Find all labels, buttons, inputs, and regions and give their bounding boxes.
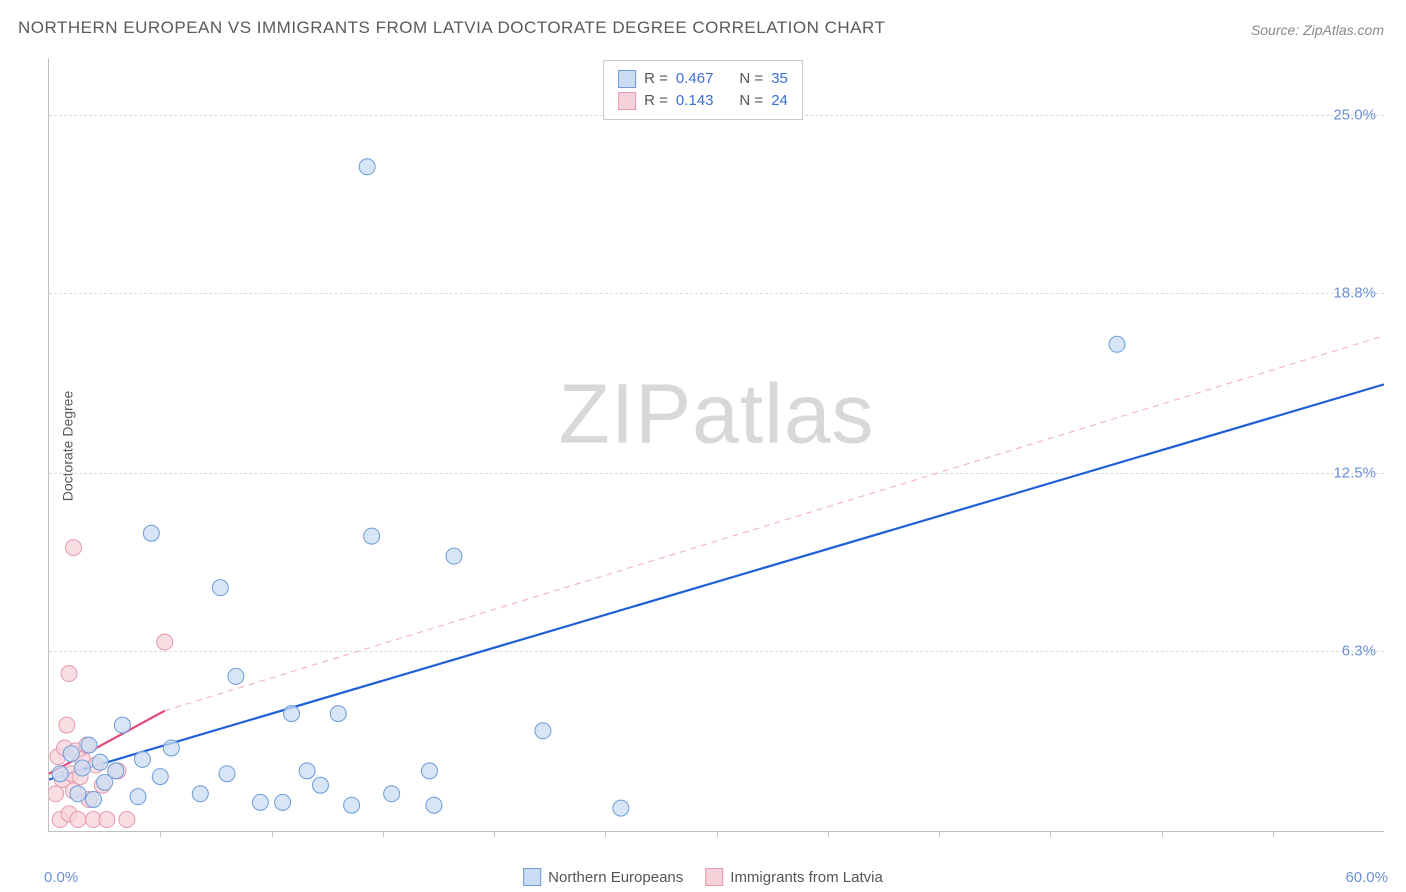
n-label-2: N = xyxy=(739,91,763,111)
x-tick xyxy=(1273,831,1274,837)
x-axis-max-label: 60.0% xyxy=(1345,869,1388,886)
legend-label-1: Northern Europeans xyxy=(548,869,683,886)
chart-svg xyxy=(49,58,1384,831)
stats-legend: R = 0.467 N = 35 R = 0.143 N = 24 xyxy=(603,60,803,120)
n-value-1: 35 xyxy=(771,69,788,89)
source-attribution: Source: ZipAtlas.com xyxy=(1251,22,1384,38)
series-legend: Northern Europeans Immigrants from Latvi… xyxy=(523,868,883,886)
x-tick xyxy=(717,831,718,837)
legend-swatch-1 xyxy=(523,868,541,886)
x-tick xyxy=(1162,831,1163,837)
x-tick xyxy=(939,831,940,837)
x-tick xyxy=(828,831,829,837)
chart-title: NORTHERN EUROPEAN VS IMMIGRANTS FROM LAT… xyxy=(18,18,885,38)
plot-area: ZIPatlas 6.3%12.5%18.8%25.0% xyxy=(48,58,1384,832)
x-tick xyxy=(605,831,606,837)
n-value-2: 24 xyxy=(771,91,788,111)
r-label-1: R = xyxy=(644,69,668,89)
x-tick xyxy=(160,831,161,837)
x-tick xyxy=(383,831,384,837)
x-tick xyxy=(272,831,273,837)
stats-row-1: R = 0.467 N = 35 xyxy=(618,69,788,89)
legend-swatch-2 xyxy=(705,868,723,886)
legend-item-2: Immigrants from Latvia xyxy=(705,868,883,886)
swatch-series-2 xyxy=(618,92,636,110)
x-axis-min-label: 0.0% xyxy=(44,869,78,886)
stats-row-2: R = 0.143 N = 24 xyxy=(618,91,788,111)
r-label-2: R = xyxy=(644,91,668,111)
r-value-1: 0.467 xyxy=(676,69,714,89)
legend-label-2: Immigrants from Latvia xyxy=(730,869,883,886)
n-label-1: N = xyxy=(739,69,763,89)
x-tick xyxy=(1050,831,1051,837)
swatch-series-1 xyxy=(618,70,636,88)
x-tick xyxy=(494,831,495,837)
r-value-2: 0.143 xyxy=(676,91,714,111)
legend-item-1: Northern Europeans xyxy=(523,868,683,886)
